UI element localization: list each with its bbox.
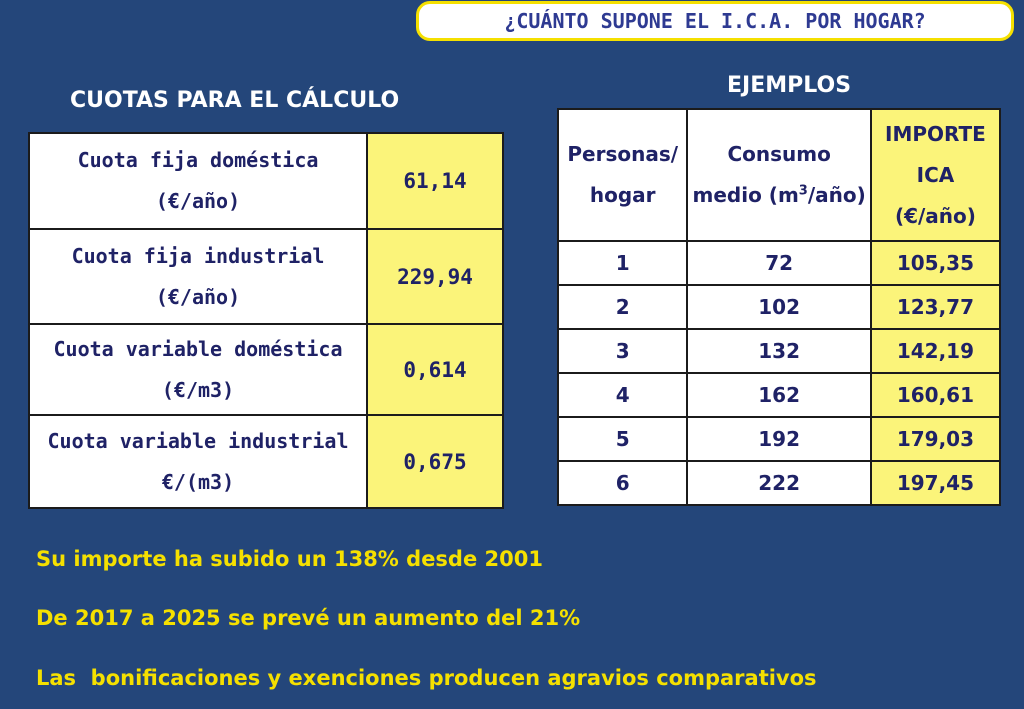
header-consumo-line2-post: /año) [807, 183, 866, 207]
cell-personas: 4 [556, 372, 689, 418]
cell-importe: 142,19 [869, 328, 1002, 374]
cuotas-heading: CUOTAS PARA EL CÁLCULO [70, 88, 400, 113]
cell-personas: 6 [556, 460, 689, 506]
table-row: 4 162 160,61 [556, 372, 1002, 418]
header-importe-line1: IMPORTE [885, 121, 986, 146]
cell-importe: 123,77 [869, 284, 1002, 330]
note-bonificaciones: Las bonificaciones y exenciones producen… [36, 666, 817, 690]
cuota-label: Cuota variable doméstica (€/m3) [28, 323, 368, 416]
cuota-label-line2: (€/año) [155, 284, 241, 309]
cell-personas: 3 [556, 328, 689, 374]
cell-importe: 179,03 [869, 416, 1002, 462]
header-importe: IMPORTE ICA (€/año) [869, 108, 1002, 242]
cuota-label-line2: (€/año) [155, 189, 241, 213]
cuota-label-line1: Cuota variable industrial [47, 428, 349, 453]
cuota-label: Cuota fija industrial (€/año) [28, 228, 368, 325]
note-price-increase: Su importe ha subido un 138% desde 2001 [36, 547, 543, 571]
cuota-label-line2: €/(m3) [161, 469, 235, 494]
ejemplos-table: Personas/ hogar Consumo medio (m3/año) I… [556, 108, 1002, 506]
cuota-label-line2: (€/m3) [161, 377, 235, 402]
table-row: 5 192 179,03 [556, 416, 1002, 462]
header-importe-line2: ICA [916, 162, 955, 187]
header-personas-line1: Personas/ [567, 142, 679, 166]
cuota-label-line1: Cuota fija industrial [71, 243, 325, 268]
table-row: 2 102 123,77 [556, 284, 1002, 330]
cell-consumo: 162 [686, 372, 872, 418]
cell-personas: 5 [556, 416, 689, 462]
cuota-label-line1: Cuota variable doméstica [53, 336, 343, 361]
cell-consumo: 222 [686, 460, 872, 506]
cuota-value: 0,675 [366, 414, 504, 509]
header-personas: Personas/ hogar [556, 108, 689, 242]
cell-importe: 105,35 [869, 240, 1002, 286]
cuota-value: 0,614 [366, 323, 504, 416]
cuotas-table: Cuota fija doméstica (€/año) 61,14 Cuota… [28, 132, 504, 509]
table-row: Cuota fija doméstica (€/año) 61,14 [28, 132, 504, 230]
cell-consumo: 102 [686, 284, 872, 330]
table-row: 1 72 105,35 [556, 240, 1002, 286]
header-consumo: Consumo medio (m3/año) [686, 108, 872, 242]
table-header-row: Personas/ hogar Consumo medio (m3/año) I… [556, 108, 1002, 242]
cuota-value: 229,94 [366, 228, 504, 325]
slide-title-text: ¿CUÁNTO SUPONE EL I.C.A. POR HOGAR? [504, 9, 926, 33]
cuota-label: Cuota variable industrial €/(m3) [28, 414, 368, 509]
cuota-value: 61,14 [366, 132, 504, 230]
table-row: 3 132 142,19 [556, 328, 1002, 374]
cuota-label: Cuota fija doméstica (€/año) [28, 132, 368, 230]
header-personas-line2: hogar [589, 183, 656, 207]
cell-consumo: 192 [686, 416, 872, 462]
table-row: 6 222 197,45 [556, 460, 1002, 506]
table-row: Cuota variable doméstica (€/m3) 0,614 [28, 323, 504, 416]
cell-importe: 197,45 [869, 460, 1002, 506]
header-importe-line3: (€/año) [894, 203, 976, 228]
cuota-label-line1: Cuota fija doméstica [77, 148, 319, 172]
cell-consumo: 72 [686, 240, 872, 286]
table-row: Cuota fija industrial (€/año) 229,94 [28, 228, 504, 325]
header-consumo-sup: 3 [798, 183, 808, 199]
ejemplos-heading: EJEMPLOS [727, 73, 852, 98]
slide-title: ¿CUÁNTO SUPONE EL I.C.A. POR HOGAR? [416, 1, 1014, 41]
cell-personas: 1 [556, 240, 689, 286]
cell-importe: 160,61 [869, 372, 1002, 418]
cell-consumo: 132 [686, 328, 872, 374]
header-consumo-line2-pre: medio (m [692, 183, 799, 207]
note-forecast: De 2017 a 2025 se prevé un aumento del 2… [36, 606, 581, 630]
table-row: Cuota variable industrial €/(m3) 0,675 [28, 414, 504, 509]
cell-personas: 2 [556, 284, 689, 330]
header-consumo-line1: Consumo [727, 142, 831, 166]
